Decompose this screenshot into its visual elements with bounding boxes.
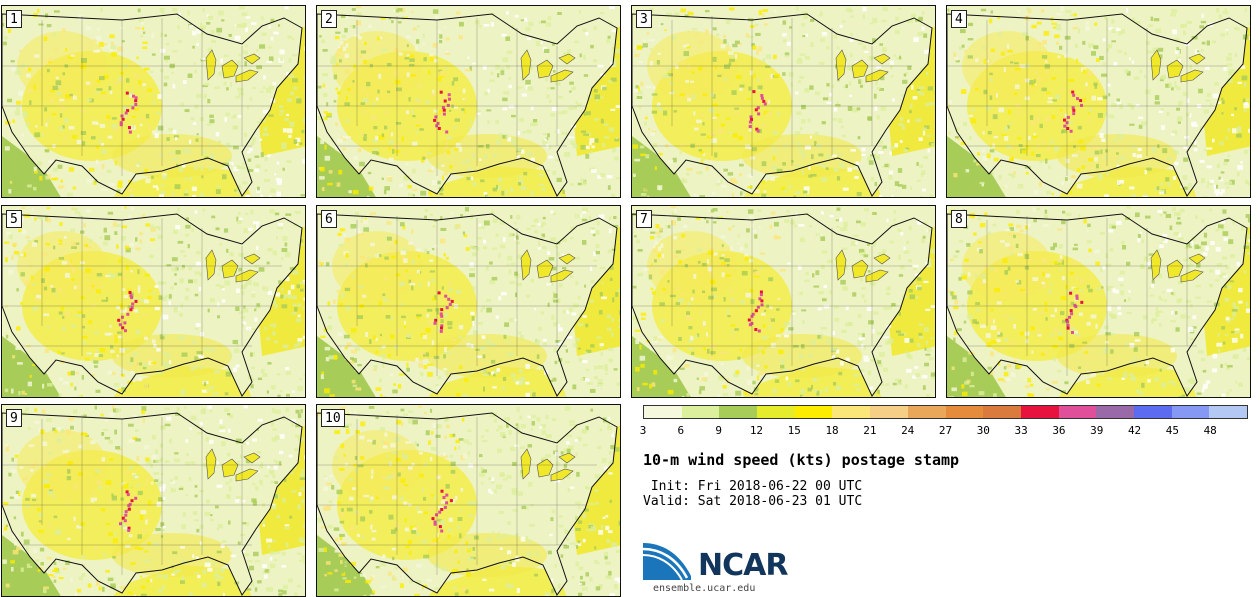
plot-title: 10-m wind speed (kts) postage stamp	[643, 451, 960, 469]
colorbar-segment	[907, 406, 946, 418]
wind-speed-map	[2, 405, 305, 596]
colorbar-ticks: 3 6 9 12 15 18 21 24 27 30 33 36 39 42 45 48	[639, 424, 1248, 440]
colorbar-tick-label: 45	[1165, 424, 1179, 437]
wind-speed-map	[317, 405, 620, 596]
member-panel[interactable]: 6	[316, 205, 621, 398]
ncar-logo-text: NCAR	[698, 548, 788, 583]
colorbar-tick-label: 48	[1203, 424, 1217, 437]
colorbar-segment	[1133, 406, 1172, 418]
valid-time: Valid: Sat 2018-06-23 01 UTC	[643, 494, 863, 509]
colorbar	[643, 405, 1248, 419]
colorbar-tick-label: 39	[1090, 424, 1104, 437]
member-panel[interactable]: 7	[631, 205, 936, 398]
colorbar-segment	[983, 406, 1021, 418]
member-panel[interactable]: 5	[1, 205, 306, 398]
member-panel[interactable]: 2	[316, 5, 621, 198]
colorbar-tick-label: 9	[715, 424, 722, 437]
wind-speed-map	[317, 206, 620, 397]
colorbar-tick-label: 33	[1014, 424, 1028, 437]
wind-speed-map	[2, 6, 305, 197]
member-number: 4	[951, 10, 967, 28]
member-panel[interactable]: 3	[631, 5, 936, 198]
colorbar-tick-label: 15	[787, 424, 801, 437]
colorbar-segment	[719, 406, 758, 418]
ncar-logo-icon	[643, 543, 691, 581]
member-panel[interactable]: 9	[1, 404, 306, 597]
member-panel[interactable]: 10	[316, 404, 621, 597]
member-number: 3	[636, 10, 652, 28]
colorbar-segment	[1058, 406, 1097, 418]
wind-speed-map	[632, 206, 935, 397]
wind-speed-map	[317, 6, 620, 197]
colorbar-tick-label: 6	[677, 424, 685, 437]
wind-speed-map	[947, 206, 1250, 397]
site-url: ensemble.ucar.edu	[653, 583, 756, 594]
member-number: 9	[6, 409, 22, 427]
colorbar-segment	[1096, 406, 1134, 418]
colorbar-segment	[1020, 406, 1059, 418]
member-number: 2	[321, 10, 337, 28]
colorbar-segment	[757, 406, 795, 418]
init-time: Init: Fri 2018-06-22 00 UTC	[643, 479, 863, 494]
member-panel[interactable]: 4	[946, 5, 1251, 198]
colorbar-segment	[832, 406, 871, 418]
member-number: 1	[6, 10, 22, 28]
member-number: 5	[6, 210, 22, 228]
colorbar-segment	[1171, 406, 1210, 418]
member-number: 10	[321, 409, 345, 427]
colorbar-tick-label: 21	[863, 424, 877, 437]
colorbar-tick-label: 24	[901, 424, 915, 437]
member-number: 8	[951, 210, 967, 228]
member-panel[interactable]: 8	[946, 205, 1251, 398]
wind-speed-map	[947, 6, 1250, 197]
colorbar-segment	[794, 406, 833, 418]
colorbar-tick-label: 27	[938, 424, 953, 437]
member-panel[interactable]: 1	[1, 5, 306, 198]
colorbar-segment	[1209, 406, 1247, 418]
colorbar-tick-label: 12	[749, 424, 764, 437]
colorbar-tick-label: 30	[976, 424, 990, 437]
colorbar-segment	[681, 406, 720, 418]
wind-speed-map	[2, 206, 305, 397]
colorbar-segment	[644, 406, 682, 418]
member-number: 7	[636, 210, 652, 228]
colorbar-tick-label: 36	[1052, 424, 1066, 437]
wind-speed-map	[632, 6, 935, 197]
colorbar-tick-label: 3	[639, 424, 647, 437]
colorbar-segment	[945, 406, 984, 418]
colorbar-tick-label: 18	[825, 424, 839, 437]
colorbar-tick-label: 42	[1127, 424, 1142, 437]
member-number: 6	[321, 210, 337, 228]
colorbar-segment	[870, 406, 908, 418]
